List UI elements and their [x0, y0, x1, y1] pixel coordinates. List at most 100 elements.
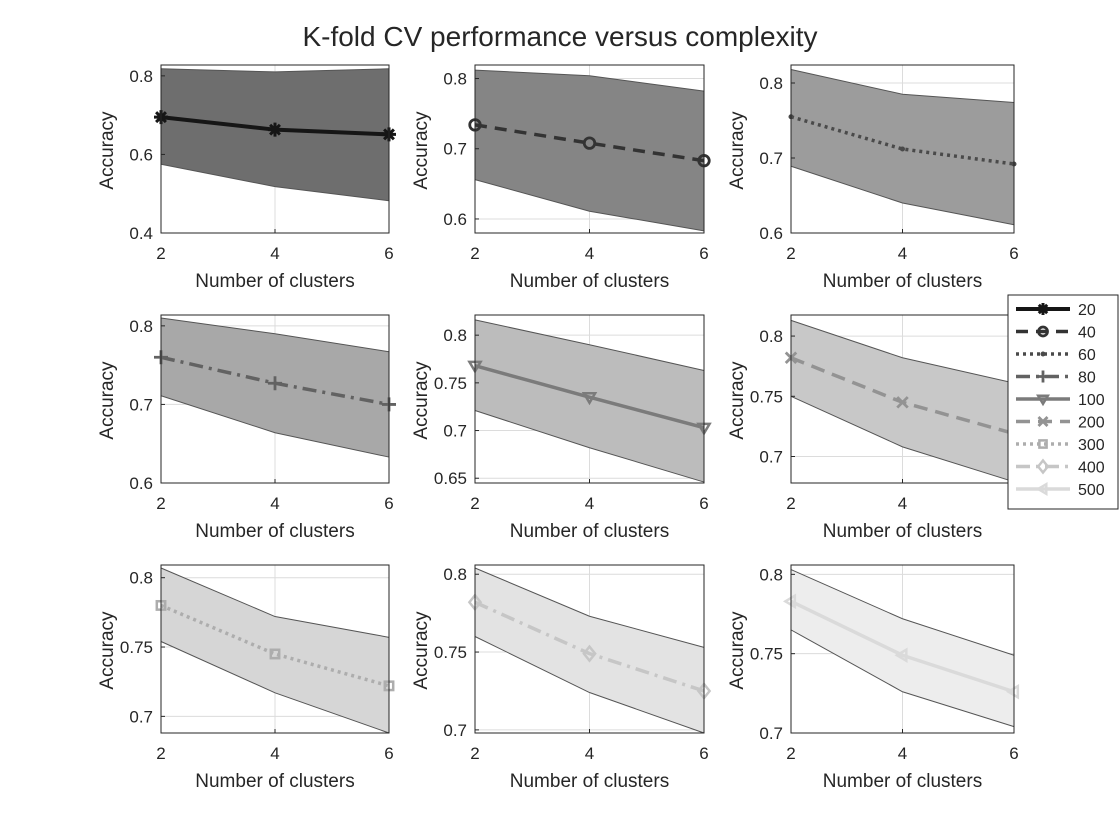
y-tick-label: 0.8: [759, 327, 783, 346]
x-axis-label: Number of clusters: [510, 271, 669, 292]
data-point: [582, 136, 597, 150]
legend-entry-80: 80: [1016, 370, 1096, 387]
band-lower-edge: [474, 410, 705, 483]
y-tick-label: 0.6: [129, 474, 153, 493]
x-tick-label: 4: [898, 494, 907, 513]
subplot-20: 2 4 6 0.4 0.6 0.8 Number of clusters Accuracy: [97, 64, 396, 292]
x-tick-label: 2: [786, 494, 795, 513]
legend-entry-300: 300: [1016, 437, 1105, 454]
legend-entry-500: 500: [1016, 482, 1105, 499]
y-tick-label: 0.8: [443, 70, 467, 89]
subplot-grid: 2 4 6 0.4 0.6 0.8 Number of clusters Accuracy 2 4…: [97, 64, 1021, 792]
data-point: [268, 122, 282, 137]
data-point: [900, 146, 905, 152]
band-lower-edge: [474, 636, 705, 734]
y-tick-label: 0.8: [129, 569, 153, 588]
subplot-40: 2 4 6 0.6 0.7 0.8 Number of clusters Accuracy: [411, 64, 711, 292]
band-upper-edge: [160, 567, 390, 638]
x-tick-label: 2: [786, 744, 795, 763]
y-tick-label: 0.75: [120, 638, 153, 657]
x-axis-label: Number of clusters: [195, 271, 354, 292]
y-tick-label: 0.65: [434, 469, 467, 488]
y-tick-label: 0.8: [443, 565, 467, 584]
x-axis-label: Number of clusters: [823, 271, 982, 292]
confidence-band: [791, 569, 1014, 727]
x-axis-label: Number of clusters: [195, 771, 354, 792]
legend-entry-20: 20: [1016, 302, 1096, 319]
y-tick-label: 0.4: [129, 224, 153, 243]
subplot-100: 2 4 6 0.65 0.7 0.75 0.8 Number of clusters Accur…: [411, 314, 712, 542]
legend-label: 200: [1078, 415, 1105, 432]
y-tick-label: 0.8: [443, 326, 467, 345]
x-tick-label: 6: [384, 494, 393, 513]
series-line: [790, 599, 1015, 694]
legend-marker: [1038, 439, 1048, 449]
legend-label: 400: [1078, 460, 1105, 477]
x-tick-label: 2: [156, 244, 165, 263]
legend-entry-400: 400: [1016, 458, 1105, 477]
band-upper-edge: [790, 69, 1015, 103]
y-tick-label: 0.7: [759, 149, 783, 168]
y-tick-label: 0.6: [759, 224, 783, 243]
y-axis-label: Accuracy: [411, 361, 432, 440]
y-tick-label: 0.75: [750, 387, 783, 406]
x-tick-label: 4: [270, 494, 279, 513]
band-upper-edge: [474, 69, 705, 92]
confidence-band: [475, 70, 704, 231]
x-axis-label: Number of clusters: [510, 771, 669, 792]
x-tick-label: 2: [470, 244, 479, 263]
x-tick-label: 4: [270, 244, 279, 263]
band-upper-edge: [474, 567, 705, 648]
y-tick-label: 0.75: [750, 645, 783, 664]
legend-entry-60: 60: [1016, 347, 1096, 364]
subplot-80: 2 4 6 0.6 0.7 0.8 Number of clusters Accuracy: [97, 314, 396, 542]
y-axis-label: Accuracy: [97, 361, 118, 440]
band-upper-edge: [790, 319, 1015, 384]
x-tick-label: 4: [585, 494, 594, 513]
x-tick-label: 4: [585, 244, 594, 263]
x-axis-label: Number of clusters: [195, 521, 354, 542]
y-tick-label: 0.75: [434, 374, 467, 393]
x-tick-label: 6: [1009, 744, 1018, 763]
y-tick-label: 0.6: [129, 145, 153, 164]
y-tick-label: 0.8: [129, 67, 153, 86]
band-lower-edge: [160, 163, 390, 202]
y-tick-label: 0.8: [129, 317, 153, 336]
legend-label: 40: [1078, 325, 1096, 342]
x-tick-label: 6: [384, 244, 393, 263]
x-tick-label: 2: [156, 494, 165, 513]
series-line: [474, 364, 705, 430]
y-tick-label: 0.7: [129, 707, 153, 726]
confidence-band: [475, 568, 704, 733]
y-axis-label: Accuracy: [727, 611, 748, 690]
x-tick-label: 2: [786, 244, 795, 263]
band-lower-edge: [474, 179, 705, 232]
legend-label: 80: [1078, 370, 1096, 387]
legend-entry-40: 40: [1016, 325, 1096, 342]
y-tick-label: 0.7: [443, 422, 467, 441]
x-tick-label: 6: [699, 494, 708, 513]
data-point: [896, 396, 909, 409]
y-tick-label: 0.7: [759, 724, 783, 743]
y-tick-label: 0.7: [443, 140, 467, 159]
x-tick-label: 6: [699, 744, 708, 763]
x-tick-label: 2: [470, 494, 479, 513]
y-tick-label: 0.75: [434, 643, 467, 662]
legend-label: 500: [1078, 482, 1105, 499]
data-point: [894, 647, 908, 664]
y-tick-label: 0.8: [759, 565, 783, 584]
band-lower-edge: [160, 641, 390, 734]
y-tick-label: 0.6: [443, 210, 467, 229]
legend-entry-100: 100: [1016, 392, 1105, 409]
legend: 20 40 60 80 100 200 300 400 500: [1007, 294, 1119, 510]
y-tick-label: 0.7: [129, 395, 153, 414]
x-tick-label: 2: [470, 744, 479, 763]
x-tick-label: 2: [156, 744, 165, 763]
figure-title: K-fold CV performance versus complexity: [302, 21, 817, 52]
legend-label: 20: [1078, 302, 1096, 319]
x-tick-label: 4: [270, 744, 279, 763]
x-tick-label: 4: [585, 744, 594, 763]
y-axis-label: Accuracy: [97, 111, 118, 190]
data-point: [582, 644, 597, 663]
